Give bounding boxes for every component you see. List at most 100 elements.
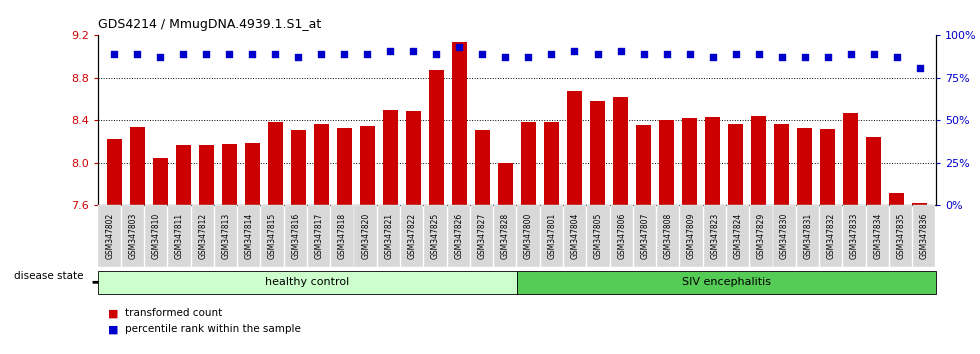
Bar: [843, 113, 858, 205]
Text: GSM347817: GSM347817: [315, 213, 323, 259]
Bar: [613, 97, 628, 205]
Text: GSM347832: GSM347832: [827, 213, 836, 259]
Bar: [544, 122, 559, 205]
Point: [659, 51, 674, 57]
Text: GSM347825: GSM347825: [431, 213, 440, 259]
Point: [590, 51, 606, 57]
Bar: [245, 143, 260, 205]
Bar: [129, 127, 145, 205]
Bar: [774, 124, 789, 205]
Text: GSM347830: GSM347830: [780, 213, 789, 259]
Point: [797, 55, 812, 60]
Text: GDS4214 / MmugDNA.4939.1.S1_at: GDS4214 / MmugDNA.4939.1.S1_at: [98, 18, 321, 31]
Text: GSM347823: GSM347823: [710, 213, 719, 259]
Text: GSM347815: GSM347815: [269, 213, 277, 259]
Text: GSM347800: GSM347800: [524, 213, 533, 259]
Point: [474, 51, 490, 57]
Text: GSM347828: GSM347828: [501, 213, 510, 259]
Point: [221, 51, 237, 57]
Bar: [268, 122, 282, 205]
Point: [566, 48, 582, 53]
Point: [106, 51, 122, 57]
Bar: [360, 126, 374, 205]
Bar: [429, 70, 444, 205]
Bar: [221, 144, 237, 205]
Text: ■: ■: [108, 308, 119, 318]
Bar: [452, 42, 466, 205]
Point: [360, 51, 375, 57]
Bar: [820, 129, 835, 205]
Bar: [567, 91, 582, 205]
Point: [290, 55, 306, 60]
Point: [152, 55, 168, 60]
Text: GSM347802: GSM347802: [105, 213, 114, 259]
Point: [866, 51, 882, 57]
Bar: [107, 139, 122, 205]
Text: GSM347822: GSM347822: [408, 213, 416, 259]
Text: GSM347811: GSM347811: [175, 213, 184, 259]
Text: GSM347820: GSM347820: [362, 213, 370, 259]
Bar: [728, 124, 743, 205]
Point: [889, 55, 905, 60]
Point: [544, 51, 560, 57]
Bar: [291, 130, 306, 205]
Point: [336, 51, 352, 57]
Point: [406, 48, 421, 53]
Text: transformed count: transformed count: [125, 308, 222, 318]
Text: healthy control: healthy control: [266, 277, 350, 287]
Text: GSM347805: GSM347805: [594, 213, 603, 259]
Bar: [912, 203, 927, 205]
Bar: [153, 158, 168, 205]
Text: GSM347814: GSM347814: [245, 213, 254, 259]
Text: GSM347835: GSM347835: [897, 213, 906, 259]
Text: GSM347816: GSM347816: [291, 213, 300, 259]
Bar: [889, 193, 905, 205]
Text: GSM347812: GSM347812: [198, 213, 207, 259]
Text: GSM347801: GSM347801: [548, 213, 557, 259]
Point: [520, 55, 536, 60]
Bar: [406, 111, 420, 205]
Point: [751, 51, 766, 57]
Text: GSM347804: GSM347804: [570, 213, 579, 259]
Point: [382, 48, 398, 53]
Bar: [682, 118, 697, 205]
Text: GSM347836: GSM347836: [920, 213, 929, 259]
Text: GSM347834: GSM347834: [873, 213, 882, 259]
Bar: [636, 125, 651, 205]
Text: GSM347810: GSM347810: [152, 213, 161, 259]
Point: [244, 51, 260, 57]
Bar: [752, 116, 766, 205]
Bar: [498, 163, 513, 205]
Point: [912, 65, 928, 70]
Text: GSM347809: GSM347809: [687, 213, 696, 259]
Point: [268, 51, 283, 57]
Text: GSM347806: GSM347806: [617, 213, 626, 259]
Text: GSM347821: GSM347821: [384, 213, 393, 259]
Point: [774, 55, 790, 60]
Text: GSM347827: GSM347827: [477, 213, 486, 259]
Bar: [337, 128, 352, 205]
Bar: [199, 145, 214, 205]
Text: GSM347829: GSM347829: [757, 213, 765, 259]
Text: GSM347803: GSM347803: [128, 213, 137, 259]
Point: [728, 51, 744, 57]
Point: [843, 51, 858, 57]
Bar: [314, 124, 328, 205]
Point: [198, 51, 214, 57]
Text: GSM347833: GSM347833: [850, 213, 858, 259]
Point: [314, 51, 329, 57]
Point: [636, 51, 652, 57]
Text: GSM347826: GSM347826: [455, 213, 464, 259]
Text: GSM347831: GSM347831: [804, 213, 812, 259]
Text: disease state: disease state: [14, 271, 83, 281]
Text: GSM347813: GSM347813: [221, 213, 230, 259]
Bar: [175, 145, 191, 205]
Text: GSM347818: GSM347818: [338, 213, 347, 259]
Text: SIV encephalitis: SIV encephalitis: [682, 277, 771, 287]
Text: GSM347808: GSM347808: [663, 213, 672, 259]
Point: [612, 48, 628, 53]
Point: [682, 51, 698, 57]
Bar: [383, 110, 398, 205]
Point: [820, 55, 836, 60]
Point: [705, 55, 720, 60]
